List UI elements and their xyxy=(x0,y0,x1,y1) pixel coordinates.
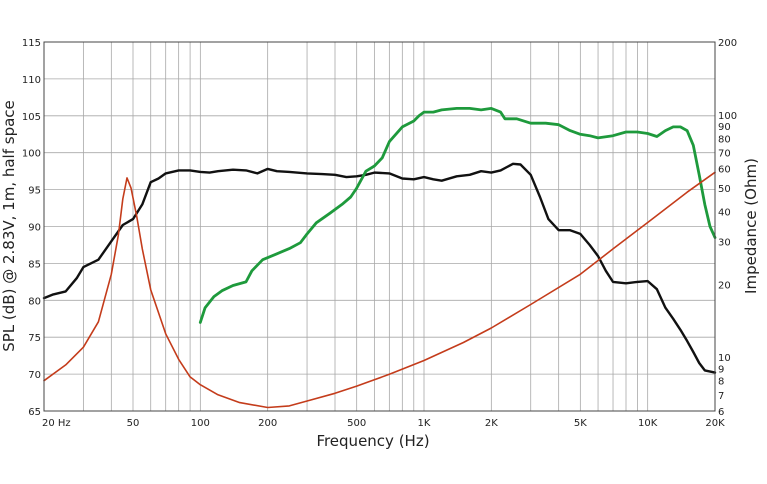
y2-tick-label: 70 xyxy=(718,148,731,159)
impedance-curve-red xyxy=(43,171,716,409)
y-tick-label: 70 xyxy=(28,370,41,381)
x-tick-label: 20K xyxy=(705,418,725,429)
y2-tick-label: 40 xyxy=(718,207,731,218)
x-tick-label: 200 xyxy=(258,418,277,429)
y-tick-label: 80 xyxy=(28,296,41,307)
y2-tick-label: 100 xyxy=(718,111,737,122)
y2-tick-label: 20 xyxy=(718,280,731,291)
y2-tick-label: 90 xyxy=(718,122,731,133)
x-tick-label: 1K xyxy=(418,418,431,429)
y-tick-label: 75 xyxy=(28,333,41,344)
y2-tick-label: 30 xyxy=(718,238,731,249)
y-tick-label: 90 xyxy=(28,223,41,234)
plot-frame xyxy=(43,41,716,412)
x-axis-title: Frequency (Hz) xyxy=(316,432,429,450)
y2-tick-label: 9 xyxy=(718,364,724,375)
y2-tick-label: 60 xyxy=(718,165,731,176)
y-tick-label: 115 xyxy=(22,38,41,49)
x-tick-label: 20 Hz xyxy=(42,418,71,429)
spl-curve-green xyxy=(198,107,717,324)
y2-tick-label: 7 xyxy=(718,391,724,402)
y2-tick-label: 6 xyxy=(718,407,724,418)
y2-tick-label: 8 xyxy=(718,377,724,388)
y-tick-label: 110 xyxy=(22,75,41,86)
grid xyxy=(43,41,716,412)
y-tick-label: 95 xyxy=(28,186,41,197)
x-tick-label: 10K xyxy=(638,418,658,429)
y2-tick-label: 200 xyxy=(718,38,737,49)
x-tick-label: 2K xyxy=(485,418,498,429)
y2-tick-label: 50 xyxy=(718,184,731,195)
y-left-tick-labels: 65 70 75 80 85 90 95 100 105 110 115 xyxy=(22,38,41,418)
plot-series xyxy=(42,107,717,409)
y-tick-label: 100 xyxy=(22,149,41,160)
y-right-axis-title: Impedance (Ohm) xyxy=(742,158,760,294)
y2-tick-label: 10 xyxy=(718,353,731,364)
spl-curve-black xyxy=(42,162,717,374)
y-tick-label: 105 xyxy=(22,112,41,123)
y2-tick-label: 80 xyxy=(718,134,731,145)
y-tick-label: 65 xyxy=(28,407,41,418)
y-tick-label: 85 xyxy=(28,259,41,270)
x-tick-label: 100 xyxy=(191,418,210,429)
x-tick-labels: 20 Hz 50 100 200 500 1K 2K 5K 10K 20K xyxy=(42,418,725,429)
x-tick-label: 50 xyxy=(127,418,140,429)
x-tick-label: 500 xyxy=(347,418,366,429)
x-tick-label: 5K xyxy=(574,418,587,429)
y-left-axis-title: SPL (dB) @ 2.83V, 1m, half space xyxy=(0,100,18,352)
